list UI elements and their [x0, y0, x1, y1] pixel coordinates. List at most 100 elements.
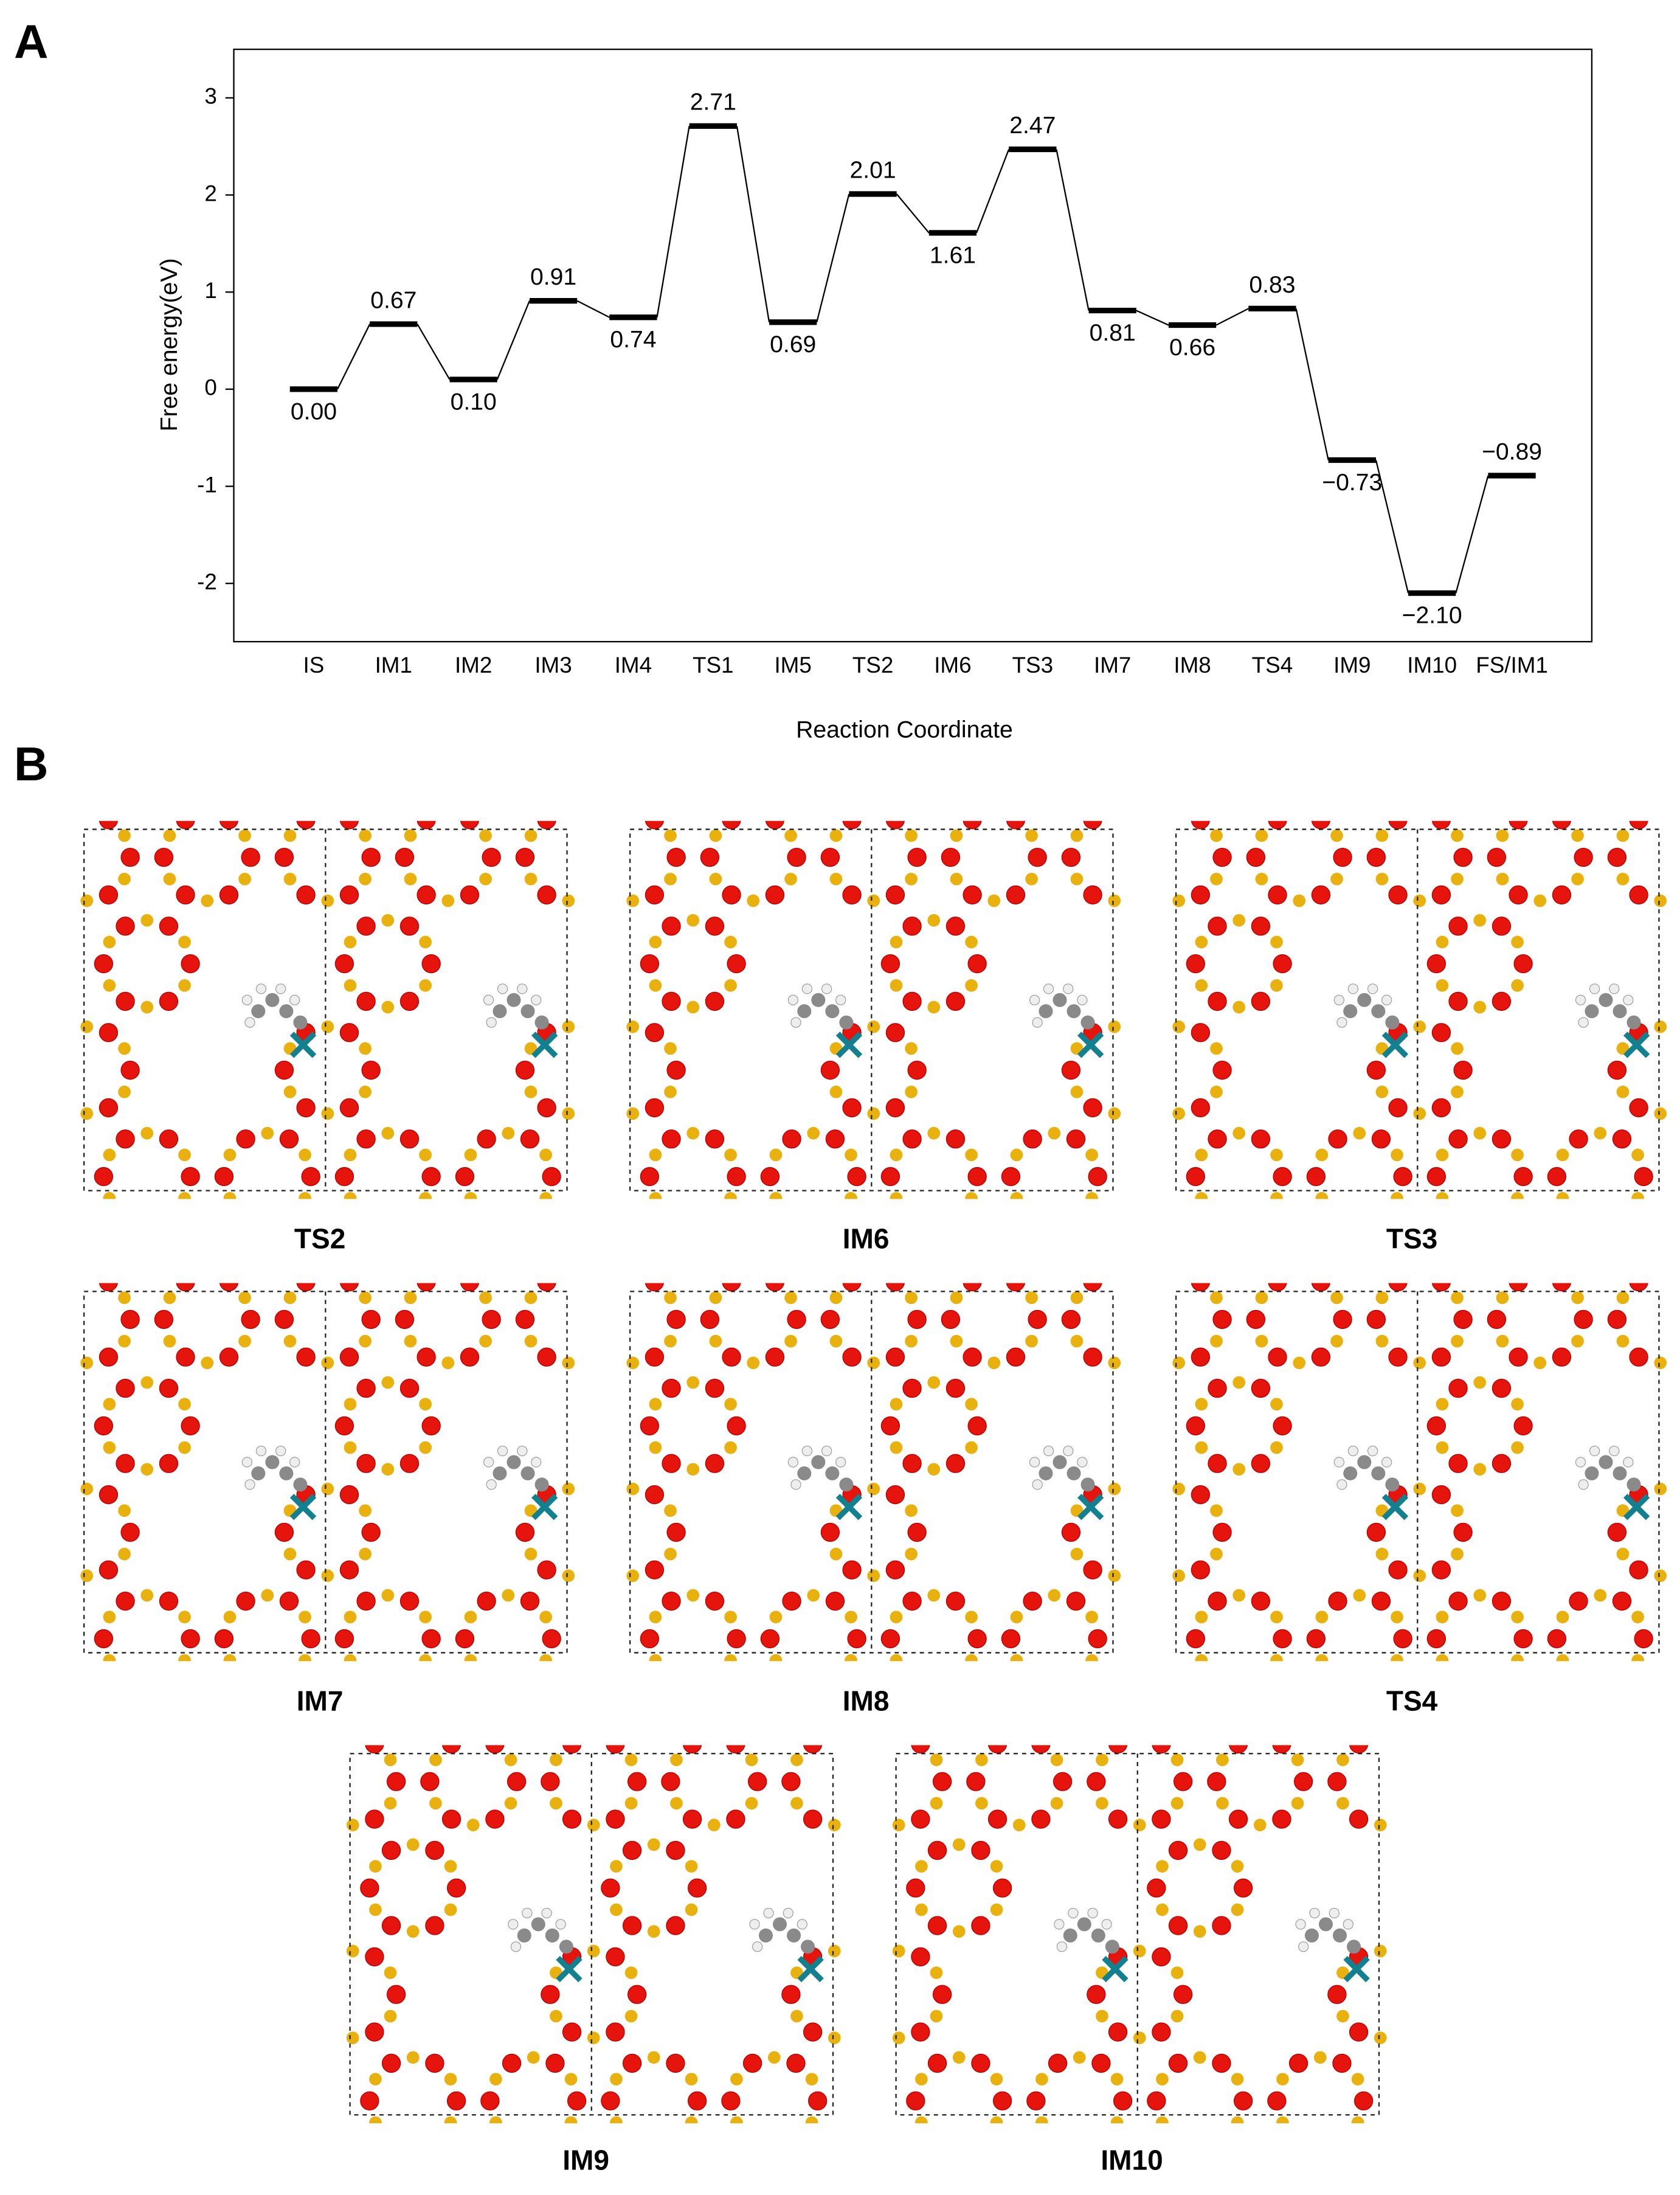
- oxygen-atom: [868, 1735, 887, 1753]
- silicon-atom: [163, 872, 176, 886]
- silicon-atom: [585, 1192, 598, 1205]
- structure-label: IM8: [843, 1685, 890, 1717]
- oxygen-atom: [722, 885, 741, 905]
- silicon-atom: [1511, 1191, 1524, 1199]
- silicon-atom: [419, 1611, 432, 1624]
- y-tick-label: 1: [204, 278, 216, 303]
- oxygen-atom: [1187, 917, 1206, 935]
- oxygen-atom: [537, 1347, 556, 1367]
- oxygen-atom: [541, 1772, 560, 1791]
- oxygen-atom: [820, 1309, 840, 1330]
- silicon-atom: [724, 1611, 737, 1624]
- silicon-atom: [664, 1291, 677, 1305]
- hydrogen-atom: [763, 1907, 774, 1919]
- oxygen-atom: [322, 1810, 340, 1828]
- silicon-atom: [407, 2138, 420, 2151]
- silicon-atom: [769, 1191, 783, 1199]
- silicon-atom: [930, 1753, 943, 1766]
- hydrogen-atom: [497, 983, 508, 994]
- y-tick-label: -1: [197, 472, 217, 497]
- oxygen-atom: [662, 1454, 681, 1473]
- silicon-atom: [867, 894, 880, 907]
- silicon-atom: [283, 1085, 297, 1098]
- structure: [1148, 1283, 1680, 1662]
- oxygen-atom: [825, 1129, 845, 1149]
- oxygen-atom: [1509, 1347, 1528, 1367]
- silicon-atom: [369, 1860, 382, 1873]
- metal-site: [1077, 1032, 1104, 1058]
- structure: [626, 820, 1206, 1199]
- silicon-atom: [419, 1191, 432, 1199]
- oxygen-atom: [339, 1347, 359, 1367]
- silicon-atom: [1436, 1441, 1449, 1454]
- silicon-atom: [1070, 1291, 1084, 1305]
- oxygen-atom: [663, 1629, 681, 1648]
- hydrogen-atom: [787, 1457, 799, 1468]
- silicon-atom: [1108, 1107, 1121, 1120]
- oxygen-atom: [1673, 1348, 1680, 1366]
- silicon-atom: [724, 1148, 737, 1162]
- oxygen-atom: [967, 1167, 987, 1187]
- oxygen-atom: [869, 1985, 887, 2003]
- oxygen-atom: [927, 1916, 947, 1935]
- hydrogen-atom: [801, 983, 813, 994]
- silicon-atom: [1330, 829, 1343, 842]
- silicon-atom: [1133, 2031, 1146, 2044]
- silicon-atom: [1375, 872, 1389, 886]
- silicon-atom: [1170, 1753, 1184, 1766]
- oxygen-atom: [601, 1878, 620, 1898]
- silicon-atom: [649, 1398, 662, 1411]
- silicon-atom: [223, 1654, 237, 1662]
- oxygen-atom: [1673, 886, 1680, 904]
- oxygen-atom: [726, 1745, 745, 1754]
- oxygen-atom: [1569, 1591, 1588, 1611]
- silicon-atom: [163, 829, 176, 842]
- silicon-atom: [321, 1107, 334, 1120]
- silicon-atom: [321, 1270, 334, 1283]
- hydrogen-atom: [1032, 1479, 1043, 1490]
- oxygen-atom: [480, 2091, 500, 2110]
- oxygen-atom: [782, 1129, 801, 1149]
- hydrogen-atom: [1056, 1941, 1068, 1952]
- silicon-atom: [223, 1191, 237, 1199]
- oxygen-atom: [1149, 1061, 1167, 1080]
- silicon-atom: [867, 1356, 880, 1370]
- oxygen-atom: [781, 1985, 801, 2004]
- silicon-atom: [118, 1085, 131, 1098]
- silicon-atom: [369, 1903, 382, 1916]
- silicon-atom: [670, 1797, 683, 1810]
- silicon-atom: [1677, 1611, 1680, 1623]
- silicon-atom: [660, 1398, 672, 1410]
- value-label: 0.69: [770, 331, 816, 358]
- oxygen-atom: [1148, 1561, 1166, 1579]
- silicon-atom: [1206, 1611, 1219, 1623]
- silicon-atom: [524, 829, 538, 842]
- oxygen-atom: [296, 1347, 316, 1367]
- oxygen-atom: [1149, 1310, 1167, 1328]
- silicon-atom: [1012, 1819, 1026, 1832]
- oxygen-atom: [537, 1560, 556, 1579]
- silicon-atom: [585, 1398, 598, 1410]
- oxygen-atom: [928, 2129, 947, 2148]
- silicon-atom: [1677, 1441, 1680, 1454]
- oxygen-atom: [645, 1098, 665, 1118]
- silicon-atom: [610, 1903, 623, 1916]
- silicon-atom: [489, 2073, 502, 2086]
- silicon-atom: [1096, 1797, 1108, 1810]
- metal-site: [531, 1032, 558, 1058]
- oxygen-atom: [1113, 2091, 1133, 2110]
- silicon-atom: [890, 1148, 903, 1162]
- silicon-atom: [905, 1085, 918, 1098]
- silicon-atom: [344, 979, 357, 992]
- silicon-atom: [1436, 1398, 1449, 1411]
- silicon-atom: [1270, 1654, 1283, 1662]
- silicon-atom: [1195, 1398, 1208, 1411]
- oxygen-atom: [159, 917, 179, 936]
- oxygen-atom: [992, 2091, 1012, 2110]
- y-tick-label: 3: [204, 84, 216, 109]
- silicon-atom: [1232, 914, 1246, 927]
- oxygen-atom: [1574, 1309, 1593, 1330]
- carbon-atom: [265, 993, 280, 1007]
- silicon-atom: [140, 1376, 154, 1389]
- oxygen-atom: [641, 1667, 660, 1685]
